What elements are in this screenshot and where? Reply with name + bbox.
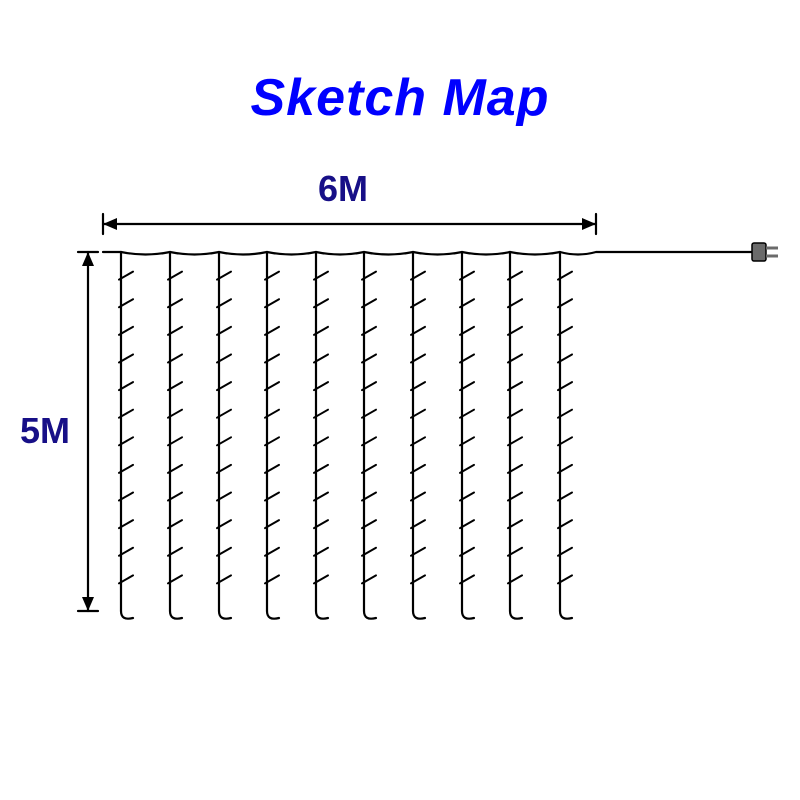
- sketch-diagram: [0, 0, 800, 800]
